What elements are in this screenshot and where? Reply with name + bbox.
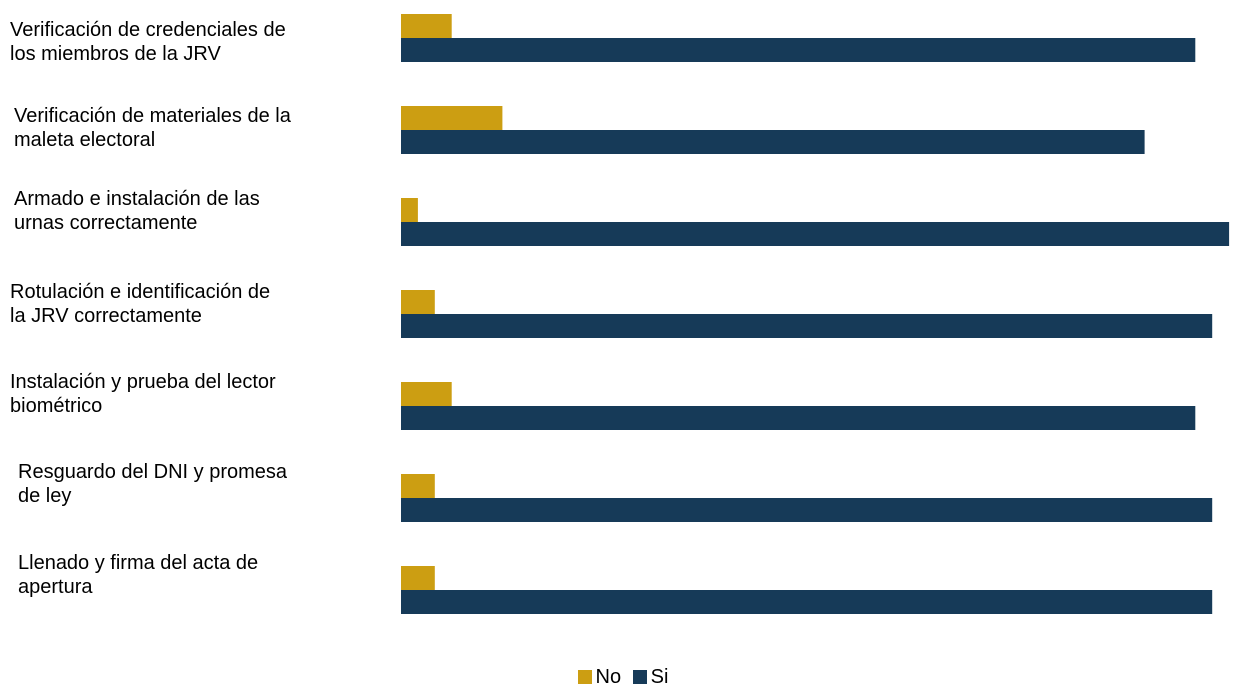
category-label-4: Instalación y prueba del lector biométri… — [10, 371, 276, 417]
bar-no-3 — [401, 290, 435, 314]
bar-si-6 — [401, 590, 1213, 614]
bar-no-0 — [401, 14, 452, 38]
bar-no-5 — [401, 474, 435, 498]
category-label-2: Armado e instalación de las urnas correc… — [14, 188, 260, 234]
bar-si-5 — [401, 498, 1213, 522]
category-label-3: Rotulación e identificación de la JRV co… — [10, 281, 271, 327]
legend: No Si — [0, 666, 1246, 688]
legend-swatch-si — [632, 670, 647, 684]
bar-no-6 — [401, 566, 435, 590]
bar-si-0 — [401, 38, 1196, 62]
legend-label-no: No — [595, 666, 622, 688]
category-label-6: Llenado y firma del acta de apertura — [18, 552, 259, 598]
bar-no-4 — [401, 382, 452, 406]
bar-si-1 — [401, 130, 1145, 154]
category-label-5: Resguardo del DNI y promesa de ley — [18, 461, 288, 507]
legend-item-no: No — [577, 666, 622, 688]
bar-no-1 — [401, 106, 503, 130]
bar-si-4 — [401, 406, 1196, 430]
bar-no-2 — [401, 198, 418, 222]
category-label-0: Verificación de credenciales de los miem… — [10, 19, 286, 65]
category-label-1: Verificación de materiales de la maleta … — [14, 105, 291, 151]
legend-item-si: Si — [632, 666, 669, 688]
bar-si-3 — [401, 314, 1213, 338]
bar-si-2 — [401, 222, 1230, 246]
legend-label-si: Si — [650, 666, 669, 688]
legend-swatch-no — [577, 670, 592, 684]
